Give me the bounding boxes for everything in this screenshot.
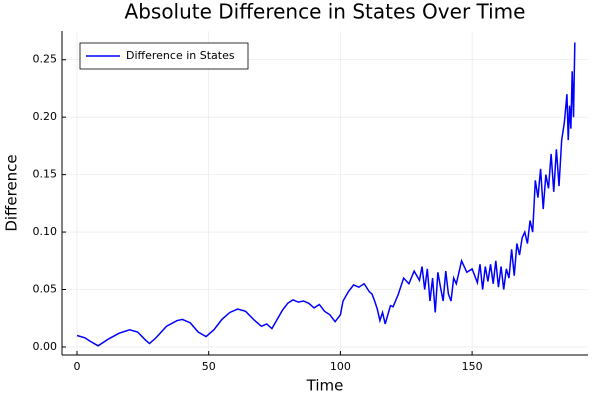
y-tick-label: 0.00 bbox=[33, 340, 58, 353]
legend-label: Difference in States bbox=[126, 49, 235, 62]
x-tick-label: 100 bbox=[330, 360, 351, 373]
x-tick-label: 150 bbox=[462, 360, 483, 373]
y-tick-label: 0.20 bbox=[33, 110, 58, 123]
x-tick-label: 50 bbox=[202, 360, 216, 373]
chart-title: Absolute Difference in States Over Time bbox=[125, 0, 526, 24]
x-axis-label: Time bbox=[306, 377, 344, 395]
y-tick-label: 0.25 bbox=[33, 53, 58, 66]
y-tick-label: 0.10 bbox=[33, 225, 58, 238]
y-tick-label: 0.05 bbox=[33, 283, 58, 296]
x-tick-label: 0 bbox=[74, 360, 81, 373]
data-line bbox=[76, 42, 576, 347]
y-tick-label: 0.15 bbox=[33, 168, 58, 181]
y-axis-label: Difference bbox=[3, 154, 21, 231]
